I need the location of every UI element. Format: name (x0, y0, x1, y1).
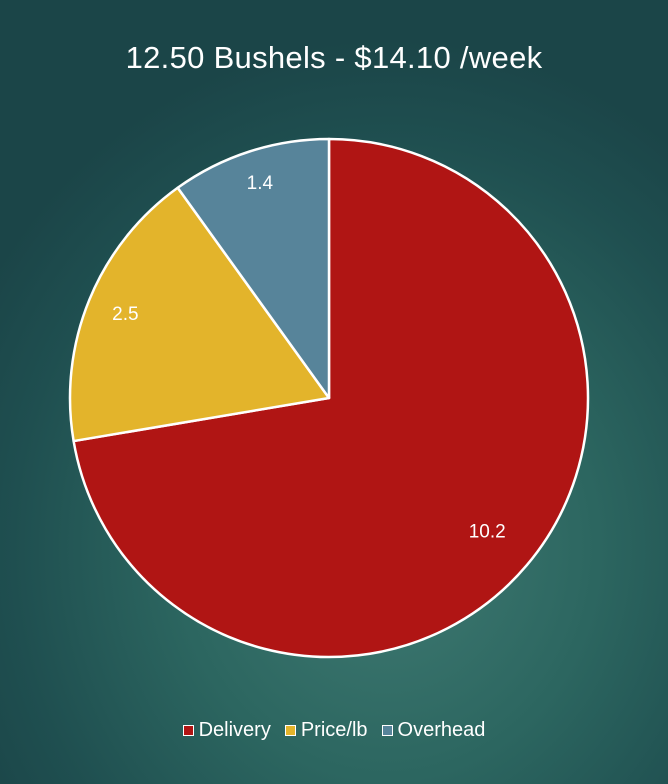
legend-item-price-lb: Price/lb (284, 719, 368, 742)
chart-legend: Delivery Price/lb Overhead (0, 719, 668, 742)
chart-title: 12.50 Bushels - $14.10 /week (125, 40, 543, 75)
pie-slice-delivery (72, 137, 590, 659)
legend-label: Price/lb (300, 719, 368, 741)
legend-label: Delivery (198, 719, 271, 741)
legend-label: Overhead (397, 719, 486, 741)
legend-item-delivery: Delivery (182, 719, 271, 742)
data-label-overhead: 1.4 (247, 173, 274, 194)
legend-swatch (182, 725, 194, 736)
pie-slice-price-lb (68, 186, 331, 443)
data-label-delivery: 10.2 (469, 521, 506, 542)
data-label-price-lb: 2.5 (112, 304, 138, 325)
legend-item-overhead: Overhead (381, 719, 486, 742)
legend-swatch (284, 725, 296, 736)
pie-slice-overhead (176, 137, 331, 400)
legend-swatch (381, 725, 393, 736)
